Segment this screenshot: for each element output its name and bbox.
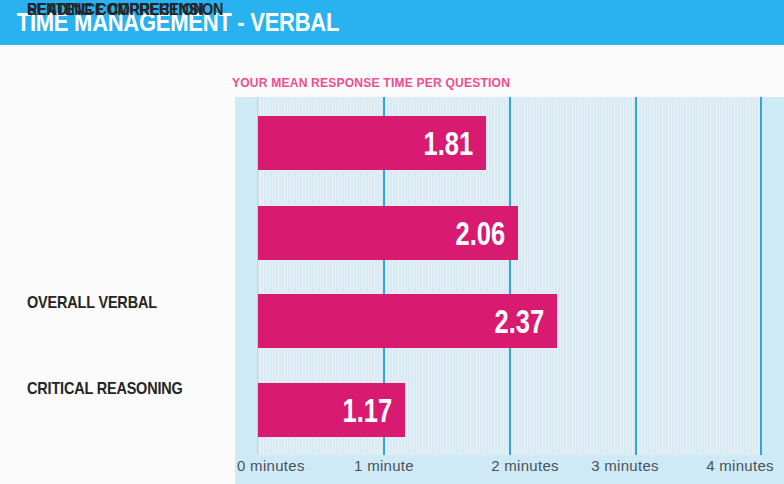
plot-area: 1.81 2.06 2.37 1.17 bbox=[257, 97, 762, 455]
x-tick-1-minute: 1 minute bbox=[354, 457, 414, 474]
gridline-3-minutes bbox=[635, 97, 637, 455]
bar-overall-verbal: 1.81 bbox=[258, 116, 486, 170]
chart-area: 1.81 2.06 2.37 1.17 0 minutes 1 minute 2… bbox=[235, 97, 784, 484]
gridline-4-minutes bbox=[760, 97, 762, 455]
bar-reading-comprehension: 2.37 bbox=[258, 294, 557, 348]
chart-subtitle: YOUR MEAN RESPONSE TIME PER QUESTION bbox=[232, 75, 510, 90]
x-tick-4-minutes: 4 minutes bbox=[706, 457, 774, 474]
gridline-2-minutes bbox=[509, 97, 511, 455]
x-tick-2-minutes: 2 minutes bbox=[491, 457, 559, 474]
bar-sentence-correction: 1.17 bbox=[258, 383, 405, 437]
category-label-sentence-correction: SENTENCE CORRECTION bbox=[27, 0, 204, 20]
bar-value-overall-verbal: 1.81 bbox=[423, 116, 473, 170]
bar-critical-reasoning: 2.06 bbox=[258, 206, 518, 260]
bar-value-critical-reasoning: 2.06 bbox=[455, 206, 505, 260]
x-tick-0-minutes: 0 minutes bbox=[237, 457, 305, 474]
category-label-critical-reasoning: CRITICAL REASONING bbox=[27, 379, 183, 399]
x-tick-3-minutes: 3 minutes bbox=[591, 457, 659, 474]
bar-value-sentence-correction: 1.17 bbox=[342, 383, 392, 437]
category-label-overall-verbal: OVERALL VERBAL bbox=[27, 293, 157, 313]
bar-value-reading-comprehension: 2.37 bbox=[494, 294, 544, 348]
